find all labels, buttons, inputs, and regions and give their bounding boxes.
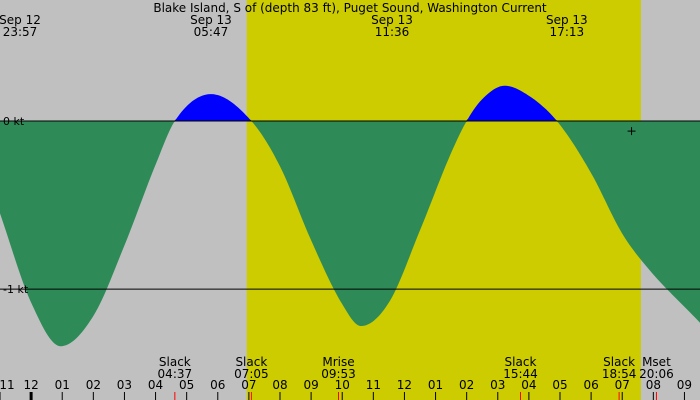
event-time-label: 04:37 [158,367,193,381]
extreme-time-label: 17:13 [550,25,585,39]
x-tick-label: 06 [210,378,225,392]
event-labels: Slack04:37Slack07:05Mrise09:53Slack15:44… [158,355,674,400]
event-time-label: 20:06 [639,367,674,381]
x-tick-label: 01 [428,378,443,392]
x-tick-label: 07 [615,378,630,392]
x-tick-label: 02 [86,378,101,392]
gridlines [0,120,700,290]
x-tick-label: 03 [490,378,505,392]
x-axis-ticks: 11 12 01 02 03 04 05 06 07 08 09 10 11 12 01 02 03 04 05 06… [0,378,692,400]
ebb-area [0,121,700,347]
x-tick-label: 12 [23,378,38,392]
x-tick-label: 05 [552,378,567,392]
y-axis-label: 0 kt [3,115,25,128]
event-time-label: 07:05 [234,367,269,381]
cursor-mark [627,127,636,136]
extreme-date-label: Sep 12 [0,13,41,27]
event-name-label: Mrise [322,355,354,369]
x-tick-label: 10 [335,378,350,392]
x-tick-label: 12 [397,378,412,392]
x-tick-label: 04 [521,378,536,392]
y-axis-label: -1 kt [3,283,29,296]
x-tick-label: 11 [0,378,15,392]
flood-area [0,85,700,122]
x-tick-label: 08 [272,378,287,392]
x-tick-label: 04 [148,378,163,392]
x-tick-label: 02 [459,378,474,392]
extreme-date-label: Sep 13 [371,13,413,27]
x-tick-label: 07 [241,378,256,392]
event-time-label: 15:44 [503,367,538,381]
extreme-date-label: Sep 13 [546,13,588,27]
extreme-time-label: 23:57 [3,25,38,39]
x-tick-label: 03 [117,378,132,392]
event-name-label: Slack [159,355,191,369]
event-time-label: 18:54 [602,367,637,381]
current-area [0,85,700,347]
event-name-label: Slack [505,355,537,369]
extreme-time-label: 11:36 [375,25,410,39]
event-name-label: Slack [235,355,267,369]
extreme-date-label: Sep 13 [190,13,232,27]
x-tick-label: 01 [55,378,70,392]
event-time-label: 09:53 [321,367,356,381]
x-tick-label: 11 [366,378,381,392]
chart-title: Blake Island, S of (depth 83 ft), Puget … [153,1,547,15]
x-tick-label: 05 [179,378,194,392]
extreme-time-label: 05:47 [194,25,229,39]
x-tick-label: 06 [583,378,598,392]
event-name-label: Slack [603,355,635,369]
x-tick-label: 09 [677,378,692,392]
x-tick-label: 09 [303,378,318,392]
event-name-label: Mset [642,355,671,369]
x-tick-label: 08 [646,378,661,392]
y-axis-labels: 0 kt -1 kt [3,115,29,296]
